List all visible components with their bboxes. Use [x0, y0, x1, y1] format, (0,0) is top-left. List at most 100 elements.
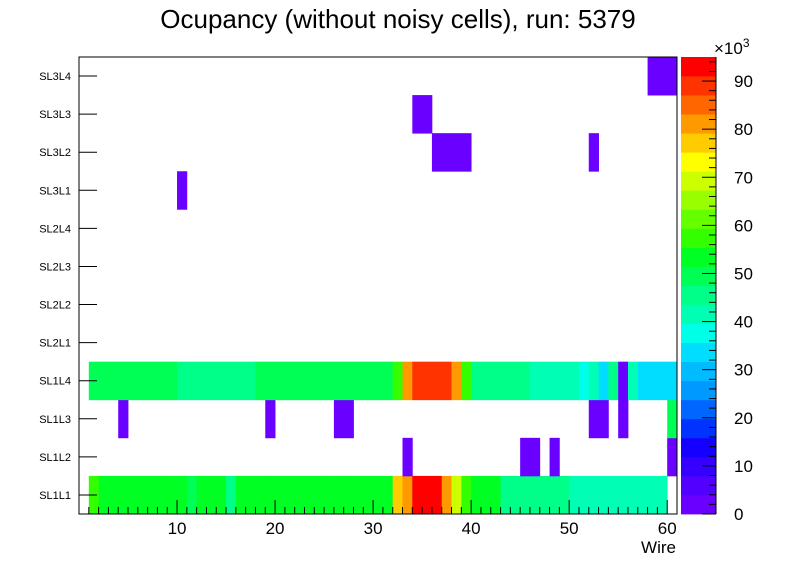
heatmap-cell — [647, 57, 678, 96]
y-tick-label: SL3L3 — [39, 109, 71, 121]
y-tick-label: SL2L3 — [39, 261, 71, 273]
z-tick-label: 20 — [734, 409, 753, 428]
heatmap-cell — [520, 437, 541, 477]
heatmap-cell — [461, 361, 472, 401]
y-tick-label: SL2L1 — [39, 338, 71, 350]
heatmap-cell — [431, 133, 472, 172]
palette-swatch — [681, 114, 716, 134]
heatmap-cell — [618, 361, 629, 401]
heatmap-cell — [402, 437, 413, 477]
heatmap-cell — [441, 475, 452, 515]
y-tick-label: SL2L2 — [39, 300, 71, 312]
heatmap-cell — [196, 475, 227, 515]
heatmap-cell — [412, 361, 452, 401]
z-multiplier-exponent: 3 — [743, 36, 750, 50]
palette-swatch — [681, 133, 716, 153]
plot-frame — [78, 56, 678, 515]
x-tick-label: 60 — [658, 519, 677, 538]
heatmap-cell — [118, 399, 129, 439]
palette-swatch — [681, 95, 716, 115]
color-palette-axis: 0 10 20 30 40 50 60 70 80 90 — [702, 57, 753, 524]
palette-swatch — [681, 285, 716, 305]
heatmap-cell — [529, 361, 580, 401]
heatmap-cell — [608, 361, 619, 401]
y-tick-label: SL1L3 — [39, 414, 71, 426]
z-tick-label: 40 — [734, 313, 753, 332]
y-tick-label: SL1L1 — [39, 490, 71, 502]
z-tick-label: 60 — [734, 216, 753, 235]
palette-swatch — [681, 342, 716, 363]
heatmap-cell — [471, 361, 531, 401]
x-tick-label: 20 — [266, 519, 285, 538]
palette-swatch — [681, 266, 716, 286]
palette-swatch — [681, 209, 716, 229]
heatmap-cell — [186, 475, 198, 515]
heatmap-cell — [637, 361, 678, 401]
y-tick-label: SL3L4 — [39, 71, 71, 83]
palette-swatch — [681, 247, 716, 267]
heatmap-cell — [618, 399, 629, 439]
heatmap-cell — [333, 399, 354, 439]
heatmap-cell — [392, 361, 403, 401]
z-tick-label: 10 — [734, 457, 753, 476]
chart-title: Ocupancy (without noisy cells), run: 537… — [160, 4, 635, 34]
palette-swatch — [681, 456, 716, 477]
z-tick-label: 80 — [734, 120, 753, 139]
y-tick-label: SL2L4 — [39, 223, 71, 235]
palette-swatch — [681, 380, 716, 401]
x-axis: 10 20 30 40 50 60 — [78, 500, 678, 538]
heatmap-cell — [343, 475, 394, 515]
palette-swatch — [681, 190, 716, 210]
heatmap-cell — [255, 361, 394, 401]
palette-swatch — [681, 399, 716, 420]
heatmap-cell — [667, 437, 678, 477]
y-tick-label: SL1L4 — [39, 376, 71, 388]
z-tick-label: 0 — [734, 505, 743, 524]
heatmap-cell — [578, 361, 590, 401]
heatmap-cell — [451, 475, 462, 515]
x-axis-label: Wire — [641, 538, 676, 557]
y-axis: SL1L1 SL1L2 SL1L3 SL1L4 SL2L1 SL2L2 SL2L3 SL2L4… — [39, 71, 97, 502]
palette-swatch — [681, 228, 716, 248]
x-tick-label: 40 — [462, 519, 481, 538]
z-tick-label: 30 — [734, 361, 753, 380]
heatmap-cell — [167, 475, 188, 515]
palette-swatch — [681, 304, 716, 324]
heatmap-cell — [549, 437, 560, 477]
palette-swatch — [681, 171, 716, 191]
x-tick-label: 50 — [560, 519, 579, 538]
z-tick-label: 70 — [734, 168, 753, 187]
heatmap-cell — [235, 475, 266, 515]
heatmap-cell — [598, 361, 609, 401]
palette-swatch — [681, 57, 716, 77]
palette-swatch — [681, 494, 716, 515]
palette-swatch — [681, 361, 716, 382]
palette-swatch — [681, 152, 716, 172]
palette-swatch — [681, 475, 716, 496]
color-palette-bar — [681, 57, 716, 515]
heatmap-cell — [627, 361, 639, 401]
heatmap-cell — [588, 399, 609, 439]
heatmap-cell — [461, 475, 472, 515]
heatmap-cell — [471, 475, 501, 515]
z-tick-label: 50 — [734, 264, 753, 283]
heatmap-cell — [177, 171, 188, 210]
heatmap-cell — [667, 399, 678, 439]
heatmap-cell — [588, 133, 599, 172]
x-tick-label: 10 — [168, 519, 187, 538]
z-tick-label: 90 — [734, 72, 753, 91]
heatmap-cell — [412, 95, 433, 134]
heatmap-cell — [98, 361, 178, 401]
y-tick-label: SL1L2 — [39, 452, 71, 464]
heatmap-cell — [324, 475, 345, 515]
palette-swatch — [681, 323, 716, 344]
heatmap-cell — [412, 475, 443, 515]
x-tick-label: 30 — [364, 519, 383, 538]
y-tick-label: SL3L1 — [39, 185, 71, 197]
heatmap-cell — [588, 361, 599, 401]
heatmap-cell — [226, 475, 237, 515]
heatmap-cell — [402, 475, 413, 515]
palette-swatch — [681, 418, 716, 439]
z-multiplier-base: ×10 — [714, 39, 743, 58]
